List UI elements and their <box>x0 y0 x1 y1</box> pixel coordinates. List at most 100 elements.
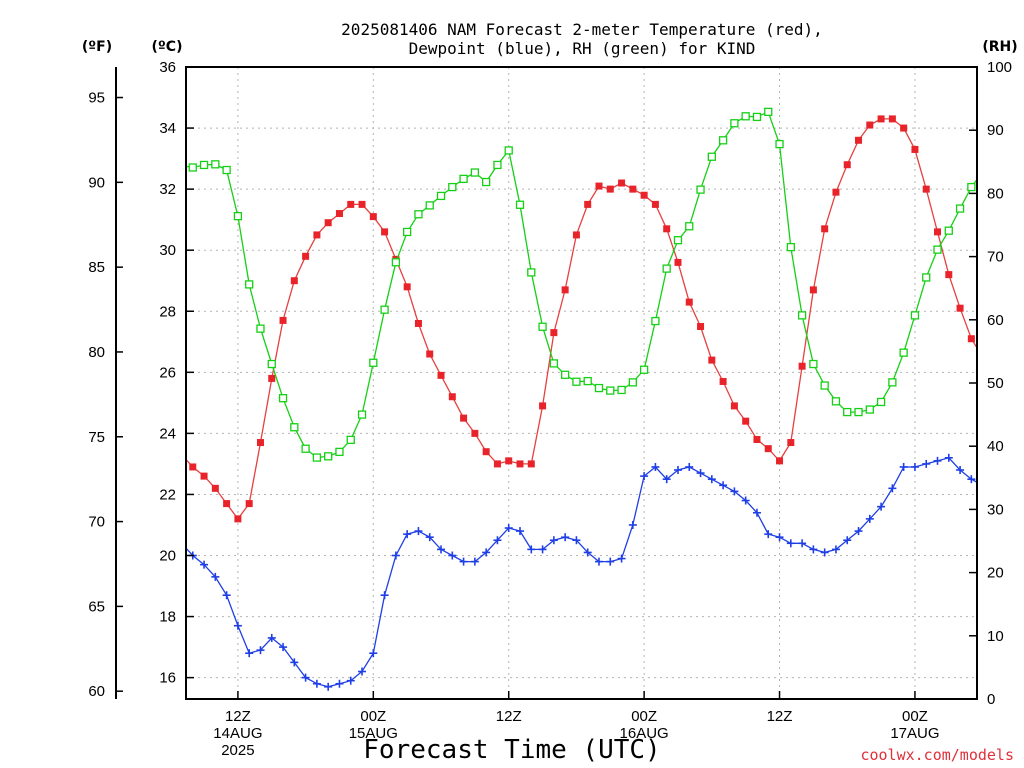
rh-point <box>278 394 288 403</box>
dewpoint-point <box>493 536 502 545</box>
rh-point <box>662 264 671 273</box>
temperature-point <box>290 277 298 285</box>
temperature-point <box>189 463 197 471</box>
temperature-point <box>595 182 603 190</box>
temperature-point <box>866 121 874 129</box>
rh-tick-label: 80 <box>987 185 1004 202</box>
rh-point <box>876 397 886 407</box>
dewpoint-point <box>956 466 965 475</box>
dewpoint-point <box>831 545 840 554</box>
celsius-tick-label: 30 <box>159 242 176 259</box>
temperature-point <box>527 460 535 468</box>
rh-point <box>504 146 513 155</box>
temperature-point <box>437 371 445 379</box>
time-tick-label: 00Z <box>631 708 657 725</box>
fahrenheit-tick-label: 70 <box>88 514 105 531</box>
dewpoint-point <box>166 524 174 532</box>
series-layer <box>166 107 1020 691</box>
temperature-point <box>426 350 434 358</box>
dewpoint-point <box>516 527 525 536</box>
temperature-point <box>855 136 863 144</box>
temperature-point <box>572 231 580 239</box>
temperature-point <box>460 414 468 422</box>
rh-point <box>944 226 953 235</box>
rh-point <box>979 168 986 175</box>
time-tick-label: 15AUG <box>349 725 398 742</box>
temperature-point <box>234 515 242 523</box>
dewpoint-point <box>662 475 671 484</box>
celsius-tick-label: 18 <box>159 609 176 626</box>
temperature-point <box>167 442 174 449</box>
dewpoint-point <box>470 557 479 566</box>
rh-point <box>436 191 446 201</box>
dewpoint-point <box>1012 478 1020 486</box>
rh-tick-label: 100 <box>987 59 1012 76</box>
temperature-point <box>550 329 558 337</box>
temperature-point <box>403 283 411 291</box>
celsius-tick-label: 26 <box>159 364 176 381</box>
dewpoint-point <box>279 643 288 652</box>
grid-lines <box>186 67 977 699</box>
dewpoint-point <box>933 456 942 465</box>
rh-point <box>1013 147 1020 154</box>
rh-tick-label: 60 <box>987 312 1004 329</box>
rh-point <box>335 447 344 457</box>
rh-point <box>707 152 716 161</box>
temperature-point <box>934 228 942 236</box>
celsius-tick-label: 34 <box>159 120 176 137</box>
rh-point <box>425 201 434 210</box>
rh-point <box>167 154 174 161</box>
dewpoint-point <box>741 496 750 505</box>
dewpoint-point <box>335 679 344 688</box>
temperature-point <box>945 271 953 279</box>
dewpoint-point <box>346 676 355 685</box>
chart-title-line-2: Dewpoint (blue), RH (green) for KIND <box>409 39 756 58</box>
temperature-point <box>618 179 626 187</box>
dewpoint-point <box>290 658 299 667</box>
dewpoint-point <box>267 633 276 642</box>
rh-point <box>594 383 604 393</box>
chart-title-line-1: 2025081406 NAM Forecast 2-meter Temperat… <box>341 20 823 39</box>
dewpoint-point <box>358 667 367 676</box>
temperature-point <box>256 439 264 447</box>
dewpoint-point <box>380 591 389 600</box>
time-tick-label: 17AUG <box>890 725 939 742</box>
temperature-point <box>324 219 332 227</box>
fahrenheit-tick-label: 65 <box>88 598 105 615</box>
temperature-point <box>979 354 986 361</box>
rh-point <box>403 227 412 237</box>
temperature-point <box>561 286 569 294</box>
dewpoint-point <box>730 487 739 496</box>
rh-point <box>414 210 423 219</box>
dewpoint-point <box>504 524 513 533</box>
temperature-point <box>471 429 479 437</box>
rh-tick-label: 40 <box>987 438 1004 455</box>
rh-point <box>775 139 784 149</box>
temperature-point <box>539 402 547 410</box>
dewpoint-point <box>922 459 931 468</box>
temperature-point <box>663 225 671 233</box>
rh-point <box>967 182 976 192</box>
rh-point <box>730 119 739 128</box>
rh-point <box>696 185 705 194</box>
temperature-point <box>911 145 919 153</box>
rh-point <box>357 410 367 419</box>
dewpoint-point <box>854 527 863 536</box>
rh-point <box>538 322 547 331</box>
rh-point <box>809 359 818 369</box>
temperature-point <box>708 356 716 364</box>
axes: 60 65 70 75 80 85 90 95 16 18 20 22 24 26 28 30 32 34 36 0 1… <box>88 59 1012 759</box>
dewpoint-point <box>245 649 254 658</box>
celsius-tick-label: 32 <box>159 181 176 198</box>
celsius-tick-label: 36 <box>159 59 176 76</box>
dewpoint-point <box>944 453 953 462</box>
rh-point <box>955 204 965 213</box>
time-tick-label: 00Z <box>360 708 386 725</box>
dewpoint-point <box>843 536 852 545</box>
rh-point <box>606 386 615 395</box>
temperature-point <box>967 335 975 343</box>
dewpoint-point <box>617 554 626 563</box>
dewpoint-point <box>719 481 728 490</box>
dewpoint-point <box>222 591 231 600</box>
